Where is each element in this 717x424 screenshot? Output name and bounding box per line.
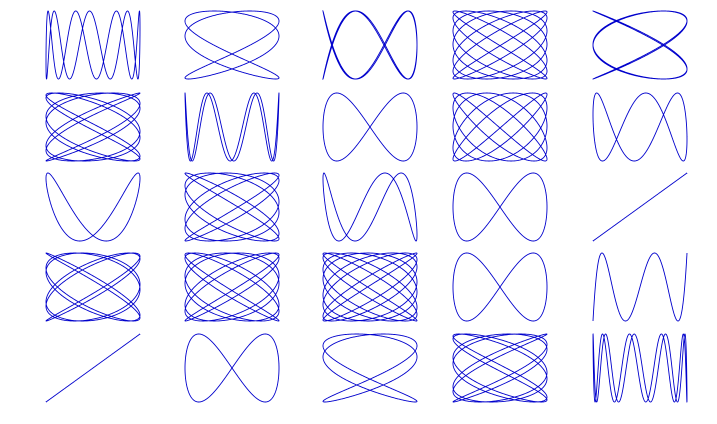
lissajous-curve xyxy=(452,333,548,403)
lissajous-curve xyxy=(592,252,688,322)
lissajous-curve xyxy=(592,172,688,242)
lissajous-curve xyxy=(45,10,141,80)
lissajous-curve xyxy=(184,92,280,162)
lissajous-curve xyxy=(322,9,418,81)
lissajous-curve xyxy=(322,252,418,322)
lissajous-curve xyxy=(592,10,688,80)
lissajous-curve xyxy=(184,10,280,80)
lissajous-curve xyxy=(184,252,280,322)
lissajous-curve xyxy=(45,252,141,322)
lissajous-curve xyxy=(322,92,418,162)
lissajous-curve xyxy=(452,10,548,80)
lissajous-curve xyxy=(45,172,141,242)
lissajous-curve xyxy=(452,172,548,242)
lissajous-curve xyxy=(45,92,141,162)
lissajous-curve xyxy=(184,333,280,403)
lissajous-curve xyxy=(322,172,418,242)
lissajous-curve xyxy=(322,333,418,403)
lissajous-curve xyxy=(592,333,688,403)
lissajous-curve xyxy=(452,92,548,162)
lissajous-curve xyxy=(592,92,688,162)
lissajous-curve xyxy=(452,252,548,322)
lissajous-curve xyxy=(45,333,141,403)
lissajous-curve xyxy=(184,172,280,242)
